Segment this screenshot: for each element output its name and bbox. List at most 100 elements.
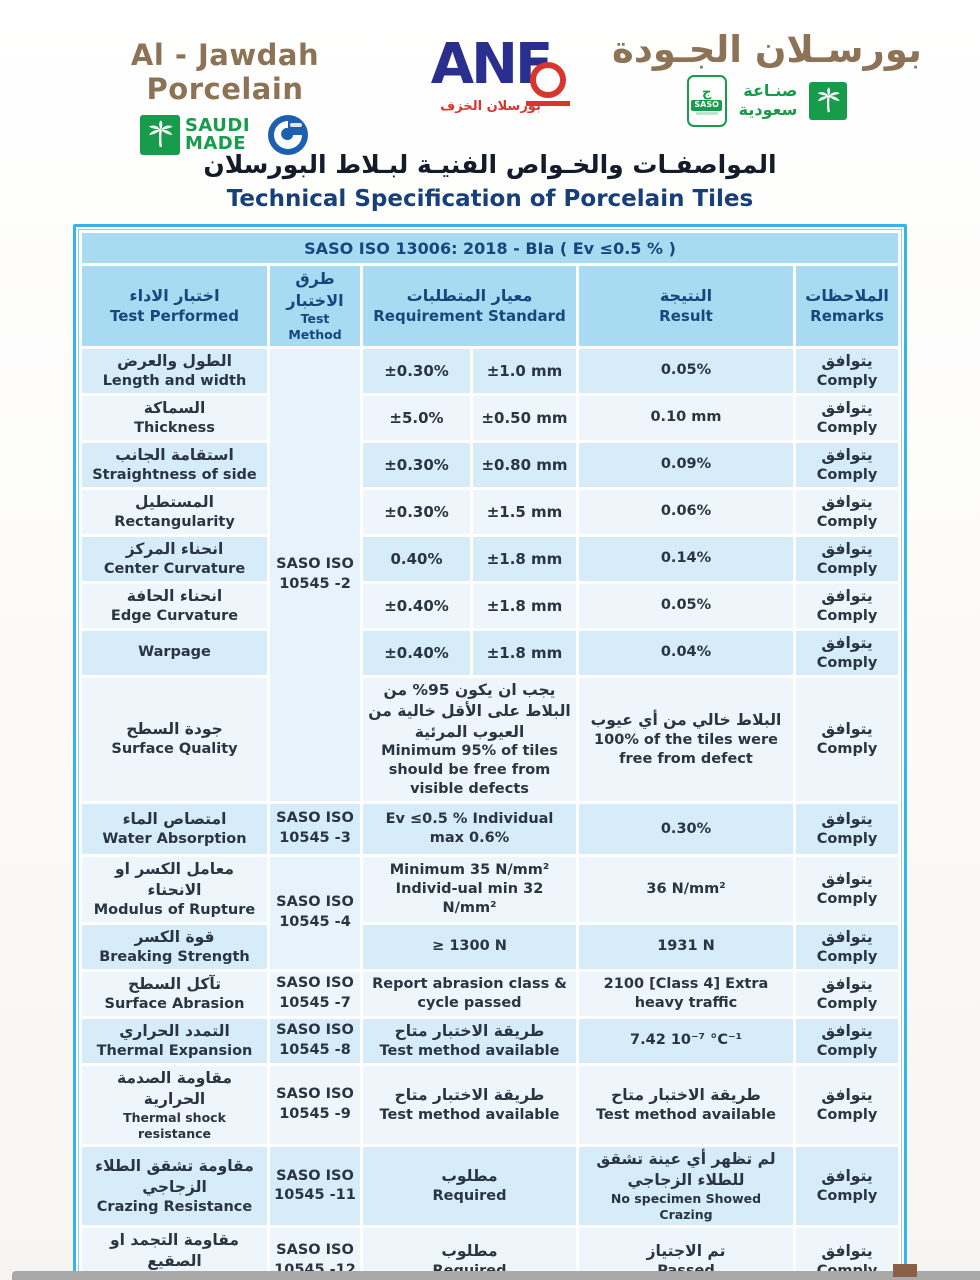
test-performed-cell: تآكل السطح Surface Abrasion: [82, 971, 267, 1016]
result-english: 0.06%: [660, 503, 712, 520]
remark-cell: يتوافق Comply: [796, 489, 899, 534]
result-cell: 1931 N: [579, 924, 793, 969]
result-arabic: لم تظهر أي عينة تشقق للطلاء الزجاجي: [596, 1150, 776, 1189]
table-row: استقامة الجانب Straightness of side ±0.30%…: [82, 442, 899, 487]
test-name-arabic: مقاومة التجمد او الصقيع: [110, 1231, 239, 1271]
test-name-english: Water Absorption: [102, 831, 247, 848]
requirement-english: Ev ≤0.5 % Individual max 0.6%: [385, 811, 554, 846]
page-title-english: Technical Specification of Porcelain Til…: [226, 186, 754, 212]
remark-arabic: يتوافق: [821, 586, 873, 605]
saudi-made-badge: SAUDI MADE: [139, 115, 250, 155]
saudi-made-ar-line2: سعودية: [738, 99, 798, 119]
remark-arabic: يتوافق: [821, 1167, 873, 1186]
test-name-english: Straightness of side: [92, 466, 257, 483]
remark-arabic: يتوافق: [821, 398, 873, 417]
table-row: جودة السطح Surface Quality يجب ان يكون 95%…: [82, 677, 899, 801]
remark-english: Comply: [816, 513, 878, 530]
remark-arabic: يتوافق: [821, 539, 873, 558]
remark-english: Comply: [816, 995, 878, 1012]
requirement-cell: يجب ان يكون 95% من البلاط على الأقل خالي…: [363, 677, 576, 801]
test-name-arabic: جودة السطح: [126, 720, 223, 739]
test-performed-cell: مقاومة تشقق الطلاء الزجاجي Crazing Resist…: [82, 1147, 267, 1226]
remark-cell: يتوافق Comply: [796, 856, 899, 922]
result-english: 100% of the tiles were free from defect: [594, 731, 778, 767]
requirement-mm-cell: ±1.0 mm: [473, 348, 576, 393]
requirement-percent-cell: ±0.40%: [363, 583, 470, 628]
brand-right-block: بورسـلان الجـودة ج SASO صنـاعة سعودية: [582, 29, 952, 127]
remark-english: Comply: [816, 419, 878, 436]
brand-left-block: Al - Jawdah Porcelain S: [70, 38, 380, 157]
requirement-percent-cell: ±5.0%: [363, 395, 470, 440]
column-header-row: اختبار الاداء Test Performed طرق الاختبا…: [82, 266, 899, 346]
remark-arabic: يتوافق: [821, 974, 873, 993]
result-cell: 0.09%: [579, 442, 793, 487]
remark-cell: يتوافق Comply: [796, 924, 899, 969]
test-method-cell: SASO ISO 10545 -3: [270, 803, 360, 854]
result-cell: 0.05%: [579, 348, 793, 393]
col-header-method-ar2: الاختبار: [286, 290, 344, 310]
test-method-cell: SASO ISO 10545 -2: [270, 348, 360, 801]
remark-arabic: يتوافق: [821, 1085, 873, 1104]
test-method-cell: SASO ISO 10545 -8: [270, 1018, 360, 1063]
anf-o-ring-icon: [530, 62, 567, 99]
test-name-arabic: انحناء الحافة: [126, 586, 223, 605]
test-name-english: Thermal Expansion: [96, 1042, 253, 1059]
test-name-arabic: معامل الكسر او الانحناء: [115, 859, 234, 899]
test-name-english: Surface Abrasion: [104, 995, 245, 1012]
col-header-result-en: Result: [659, 306, 713, 325]
test-name-english: Warpage: [138, 644, 211, 661]
result-english: Test method available: [596, 1106, 776, 1123]
result-english: No specimen Showed Crazing: [610, 1190, 762, 1223]
requirement-cell: Ev ≤0.5 % Individual max 0.6%: [363, 803, 576, 854]
saudi-made-line2: MADE: [184, 133, 247, 154]
result-arabic: البلاط خالي من أي عيوب: [590, 711, 782, 730]
requirement-cell: ≥ 1300 N: [363, 924, 576, 969]
requirement-percent-cell: ±0.40%: [363, 630, 470, 675]
table-row: Warpage ±0.40% ±1.8 mm 0.04% يتوافق Comply: [82, 630, 899, 675]
result-english: 0.05%: [660, 597, 712, 614]
test-name-arabic: تآكل السطح: [127, 974, 222, 993]
test-name-english: Thickness: [134, 419, 215, 436]
result-english: 0.09%: [660, 456, 712, 473]
remark-arabic: يتوافق: [821, 1021, 873, 1040]
col-header-method-en: Test Method: [288, 311, 342, 343]
result-arabic: تم الاجتياز: [646, 1241, 726, 1260]
result-english: 1931 N: [657, 938, 715, 955]
table-row: قوة الكسر Breaking Strength ≥ 1300 N 1931 N…: [82, 924, 899, 969]
test-name-arabic: انحناء المركز: [125, 539, 224, 558]
remark-english: Comply: [816, 466, 878, 483]
table-row: مقاومة الصدمة الحرارية Thermal shock resi…: [82, 1065, 899, 1145]
result-english: 2100 [Class 4] Extra heavy traffic: [603, 975, 769, 1011]
result-english: 0.04%: [660, 644, 712, 661]
requirement-arabic: مطلوب: [441, 1167, 498, 1186]
result-english: 0.10 mm: [650, 409, 722, 426]
col-header-method-ar1: طرق: [295, 269, 335, 288]
requirement-mm-cell: ±1.8 mm: [473, 536, 576, 581]
table-row: انحناء الحافة Edge Curvature ±0.40% ±1.8 mm…: [82, 583, 899, 628]
result-cell: البلاط خالي من أي عيوب 100% of the tiles …: [579, 677, 793, 801]
remark-english: Comply: [816, 891, 878, 908]
brand-name-english: Al - Jawdah Porcelain: [130, 38, 320, 106]
test-name-english: Crazing Resistance: [96, 1198, 253, 1215]
table-row: المستطيل Rectangularity ±0.30% ±1.5 mm 0.06%…: [82, 489, 899, 534]
result-cell: طريقة الاختبار متاح Test method available: [579, 1065, 793, 1145]
gulf-conformity-mark-logo: [266, 113, 310, 157]
test-performed-cell: Warpage: [82, 630, 267, 675]
remark-english: Comply: [816, 607, 878, 624]
remark-cell: يتوافق Comply: [796, 971, 899, 1016]
remark-english: Comply: [816, 1042, 878, 1059]
right-badges: ج SASO صنـاعة سعودية: [582, 74, 952, 127]
remark-english: Comply: [816, 1188, 878, 1205]
anf-logo-text-wrap: ANF: [431, 37, 571, 107]
result-cell: 0.14%: [579, 536, 793, 581]
table-row: امتصاص الماء Water Absorption SASO ISO 105…: [82, 803, 899, 854]
standard-band-row: SASO ISO 13006: 2018 - BIa ( Ev ≤0.5 % ): [82, 233, 899, 263]
remark-cell: يتوافق Comply: [796, 442, 899, 487]
test-name-english: Breaking Strength: [99, 948, 250, 965]
result-cell: لم تظهر أي عينة تشقق للطلاء الزجاجي No sp…: [579, 1147, 793, 1226]
spec-table-frame: SASO ISO 13006: 2018 - BIa ( Ev ≤0.5 % )…: [73, 224, 907, 1280]
result-english: 36 N/mm²: [646, 880, 726, 897]
anf-logo: ANF بورسلان الخزف: [403, 37, 578, 114]
saso-badge-label: SASO: [691, 100, 722, 111]
remark-english: Comply: [816, 560, 878, 577]
